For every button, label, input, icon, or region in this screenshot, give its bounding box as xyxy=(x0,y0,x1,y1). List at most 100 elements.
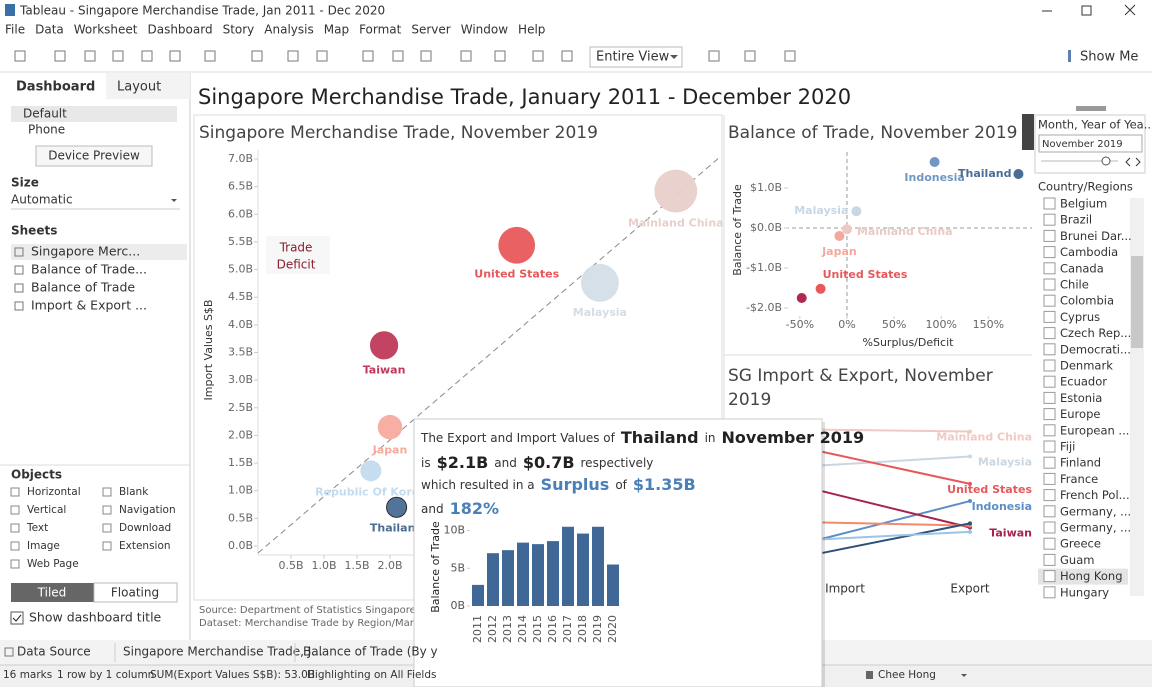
checkbox[interactable] xyxy=(1043,229,1056,242)
checkbox[interactable] xyxy=(1043,489,1056,502)
bubble[interactable] xyxy=(377,414,403,440)
checkbox[interactable] xyxy=(1043,424,1056,437)
checkbox[interactable] xyxy=(1043,472,1056,485)
menu-item[interactable]: Data xyxy=(35,23,64,37)
slope-line[interactable] xyxy=(817,455,971,467)
object[interactable]: Blank xyxy=(119,486,149,498)
toolbar-icon[interactable] xyxy=(316,50,328,62)
checkbox[interactable] xyxy=(1043,278,1056,291)
sheet[interactable]: Balance of Trade... xyxy=(31,262,147,277)
toolbar-icon[interactable] xyxy=(362,50,374,62)
checkbox[interactable] xyxy=(1043,408,1056,421)
checkbox[interactable] xyxy=(1043,327,1056,340)
object[interactable]: Image xyxy=(27,540,60,552)
menu-item[interactable]: Window xyxy=(461,23,509,37)
slope-line[interactable] xyxy=(817,522,971,555)
checkbox[interactable] xyxy=(1043,456,1056,469)
object[interactable]: Download xyxy=(119,522,171,534)
object[interactable]: Navigation xyxy=(119,504,176,516)
user[interactable]: Chee Hong xyxy=(878,669,936,681)
point[interactable] xyxy=(929,157,940,167)
checkbox[interactable] xyxy=(1043,586,1056,599)
slope-line[interactable] xyxy=(817,489,971,529)
sheet[interactable]: Import & Export ... xyxy=(31,298,147,313)
toolbar-icon[interactable] xyxy=(251,50,263,62)
bubble[interactable] xyxy=(654,169,698,213)
object[interactable]: Text xyxy=(26,522,48,534)
menu-item[interactable]: Dashboard xyxy=(147,23,212,37)
toggle-off[interactable] xyxy=(93,582,178,603)
toggle-on[interactable] xyxy=(11,583,94,602)
menu-item[interactable]: File xyxy=(5,23,25,37)
view-dropdown[interactable] xyxy=(589,46,683,68)
checkbox[interactable] xyxy=(1043,197,1056,210)
toolbar-icon[interactable] xyxy=(141,50,153,62)
sheet[interactable]: Balance of Trade xyxy=(31,280,135,295)
object[interactable]: Web Page xyxy=(27,558,79,570)
point[interactable] xyxy=(1013,169,1024,179)
size-value[interactable]: Automatic xyxy=(11,193,73,207)
checkbox[interactable] xyxy=(10,611,24,625)
toolbar-icon[interactable] xyxy=(494,50,506,62)
checkbox[interactable] xyxy=(1043,537,1056,550)
toolbar-icon[interactable] xyxy=(287,50,299,62)
sheet-tab[interactable]: Singapore Merchandise Trade, J... xyxy=(123,645,323,659)
checkbox[interactable] xyxy=(1043,310,1056,323)
sheet-tab[interactable]: Data Source xyxy=(17,645,91,659)
checkbox[interactable] xyxy=(1043,375,1056,388)
device[interactable]: Phone xyxy=(28,123,65,137)
toolbar-icon[interactable] xyxy=(169,50,181,62)
toolbar-icon[interactable] xyxy=(84,50,96,62)
toolbar-icon[interactable] xyxy=(420,50,432,62)
toolbar-icon[interactable] xyxy=(784,50,796,62)
toolbar-icon[interactable] xyxy=(561,50,573,62)
bubble[interactable] xyxy=(386,496,408,518)
point[interactable] xyxy=(841,224,852,235)
panel-tab[interactable]: Dashboard xyxy=(16,80,95,95)
restore[interactable] xyxy=(1081,5,1092,16)
menu-item[interactable]: Map xyxy=(324,23,349,37)
checkbox[interactable] xyxy=(1043,246,1056,259)
toolbar-icon[interactable] xyxy=(14,50,26,62)
bubble[interactable] xyxy=(369,331,399,360)
bubble[interactable] xyxy=(580,263,619,302)
bubble[interactable] xyxy=(360,460,382,482)
menu-item[interactable]: Server xyxy=(411,23,450,37)
point[interactable] xyxy=(796,293,807,303)
checkbox[interactable] xyxy=(1043,570,1056,583)
checkbox[interactable] xyxy=(1043,343,1056,356)
point[interactable] xyxy=(851,206,862,217)
checkbox[interactable] xyxy=(1043,294,1056,307)
menu-item[interactable]: Help xyxy=(518,23,545,37)
slope-line[interactable] xyxy=(817,521,971,527)
menu-item[interactable]: Analysis xyxy=(264,23,313,37)
button[interactable] xyxy=(35,145,153,167)
slider-thumb[interactable] xyxy=(1101,156,1111,166)
filter-input[interactable] xyxy=(1038,134,1143,153)
object[interactable]: Extension xyxy=(119,540,171,552)
device[interactable]: Default xyxy=(23,107,67,121)
point[interactable] xyxy=(834,231,845,241)
toolbar-icon[interactable] xyxy=(460,50,472,62)
checkbox[interactable] xyxy=(1043,262,1056,275)
slope-line[interactable] xyxy=(817,449,971,485)
show-me[interactable]: Show Me xyxy=(1080,50,1138,65)
sheet[interactable]: Singapore Merc... xyxy=(31,244,140,259)
checkbox[interactable] xyxy=(1043,213,1056,226)
close[interactable] xyxy=(1124,4,1136,16)
toolbar-icon[interactable] xyxy=(744,50,756,62)
toolbar-icon[interactable] xyxy=(112,50,124,62)
bubble[interactable] xyxy=(498,226,536,264)
menu-item[interactable]: Story xyxy=(223,23,255,37)
checkbox[interactable] xyxy=(1043,521,1056,534)
stepper[interactable] xyxy=(1125,157,1141,167)
menu-item[interactable]: Format xyxy=(359,23,402,37)
scroll-thumb[interactable] xyxy=(1131,256,1143,348)
checkbox[interactable] xyxy=(1043,391,1056,404)
filter-handle[interactable] xyxy=(1022,114,1034,150)
toolbar-icon[interactable] xyxy=(708,50,720,62)
object[interactable]: Horizontal xyxy=(27,486,81,498)
checkbox[interactable] xyxy=(1043,505,1056,518)
toolbar-icon[interactable] xyxy=(54,50,66,62)
sheet-tab[interactable]: Balance of Trade (By y xyxy=(303,645,438,659)
